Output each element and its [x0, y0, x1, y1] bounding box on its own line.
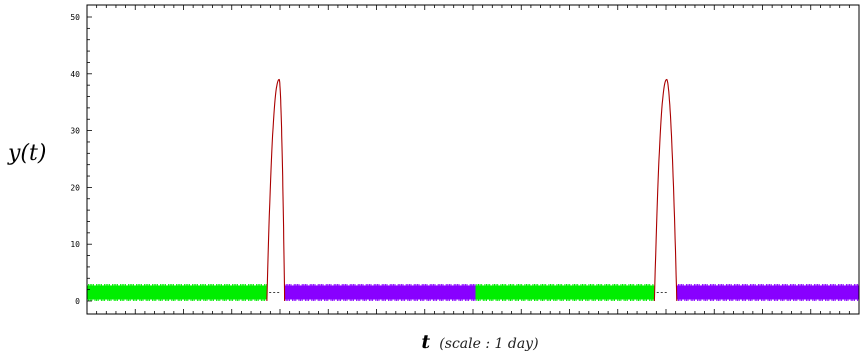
oscillation-segment	[86, 284, 267, 301]
y-tick-label: 10	[70, 240, 80, 249]
peak-curve	[266, 78, 286, 302]
y-tick-label: 30	[70, 127, 80, 136]
peak-curve	[653, 78, 678, 302]
y-tick-labels: 0 10 20 30 40 50	[70, 13, 80, 306]
plot-frame	[86, 4, 860, 315]
y-axis-label: y(t)	[7, 141, 46, 166]
x-axis-label: t	[421, 331, 430, 353]
y-tick-label: 0	[75, 297, 80, 306]
axis-ticks	[86, 5, 860, 314]
y-tick-label: 50	[70, 13, 80, 22]
y-tick-label: 20	[70, 183, 80, 192]
plot-area	[86, 78, 859, 302]
x-axis-label-group: t (scale : 1 day)	[421, 331, 538, 353]
x-axis-scale-note: (scale : 1 day)	[439, 336, 538, 352]
y-tick-label: 40	[70, 70, 80, 79]
